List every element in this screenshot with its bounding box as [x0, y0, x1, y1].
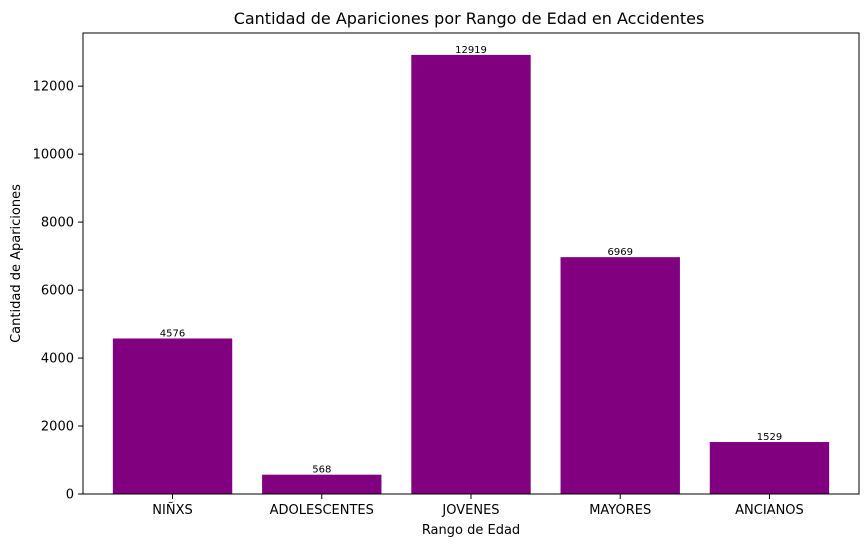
- bar-value-label: 1529: [757, 432, 782, 443]
- bar: [560, 257, 680, 494]
- bar: [411, 54, 531, 494]
- y-tick-label: 8000: [41, 216, 74, 231]
- y-tick-label: 0: [66, 488, 74, 503]
- bar: [262, 474, 382, 494]
- bar-value-label: 6969: [608, 247, 633, 258]
- bar: [112, 338, 233, 494]
- x-tick-label: ADOLESCENTES: [270, 503, 374, 518]
- x-axis-label: Rango de Edad: [422, 523, 520, 538]
- bar-value-label: 4576: [160, 328, 185, 339]
- bar-value-label: 568: [312, 465, 331, 476]
- y-tick-label: 2000: [41, 420, 74, 435]
- plot-area: 4576 NIÑXS 568 ADOLESCENTES 12919 JOVENES 6969…: [33, 45, 830, 518]
- y-tick-label: 10000: [33, 148, 74, 163]
- y-tick-label: 4000: [41, 352, 74, 367]
- y-tick-label: 12000: [33, 80, 74, 95]
- chart-title: Cantidad de Apariciones por Rango de Eda…: [234, 9, 705, 28]
- y-axis-label: Cantidad de Apariciones: [9, 184, 24, 343]
- x-tick-label: JOVENES: [441, 503, 499, 518]
- bar-value-label: 12919: [455, 45, 487, 56]
- y-tick-label: 6000: [41, 284, 74, 299]
- bar: [709, 442, 830, 494]
- x-tick-label: NIÑXS: [152, 502, 192, 518]
- x-tick-label: ANCIANOS: [735, 503, 804, 518]
- plot-frame: [82, 32, 860, 495]
- x-tick-label: MAYORES: [589, 503, 651, 518]
